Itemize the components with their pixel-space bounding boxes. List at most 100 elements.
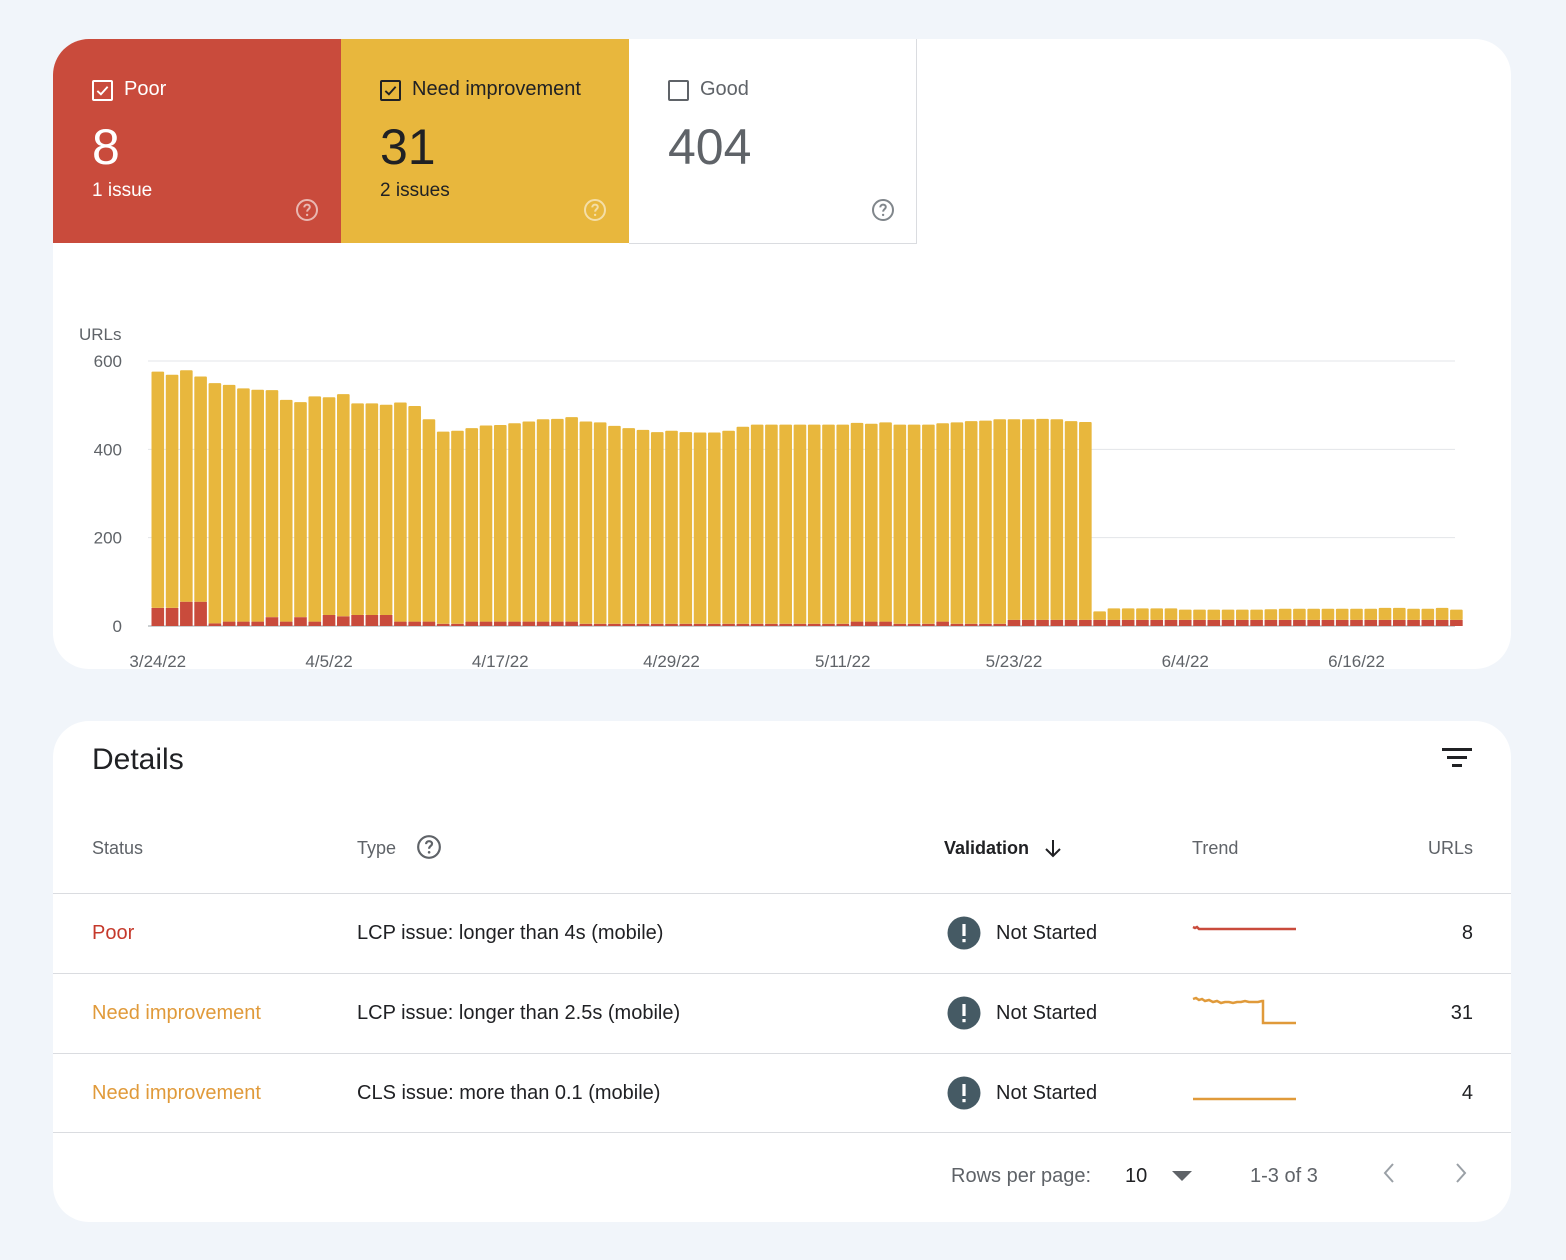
x-tick-label: 6/16/22	[1328, 652, 1385, 669]
good-checkbox[interactable]	[668, 80, 689, 101]
trend-sparkline	[1193, 1097, 1296, 1101]
bar-need-improvement	[1350, 608, 1363, 620]
bar-need-improvement	[1236, 609, 1249, 620]
need-improvement-checkbox[interactable]	[380, 80, 401, 101]
bar-need-improvement	[1321, 608, 1335, 620]
bar-need-improvement	[493, 425, 507, 622]
bar-poor	[265, 617, 279, 626]
bar-need-improvement	[294, 402, 307, 618]
need-improvement-count: 31	[380, 119, 436, 175]
bar-poor	[993, 623, 1007, 626]
bar-poor	[479, 621, 493, 626]
rows-per-page-label: Rows per page:	[951, 1165, 1092, 1187]
rows-per-page-value[interactable]: 10	[1125, 1165, 1148, 1187]
help-icon[interactable]	[871, 198, 895, 222]
bar-need-improvement	[1064, 421, 1078, 620]
bar-poor	[1335, 619, 1349, 626]
bar-poor	[636, 623, 650, 626]
bar-need-improvement	[279, 399, 293, 622]
bar-need-improvement	[208, 383, 222, 624]
bar-need-improvement	[907, 424, 921, 624]
help-icon[interactable]	[583, 198, 607, 222]
bar-need-improvement	[237, 388, 250, 622]
help-icon[interactable]	[295, 198, 319, 222]
bar-poor	[1021, 619, 1035, 626]
bar-need-improvement	[1050, 419, 1064, 620]
bar-need-improvement	[1007, 419, 1021, 620]
bar-need-improvement	[465, 428, 479, 622]
good-tile[interactable]: Good 404	[629, 39, 917, 244]
bar-poor	[422, 621, 436, 626]
bar-poor	[693, 623, 707, 626]
bar-poor	[779, 623, 792, 626]
bar-need-improvement	[1307, 608, 1320, 620]
bar-need-improvement	[508, 423, 521, 622]
filter-icon[interactable]	[1441, 745, 1475, 771]
arrow-down-icon[interactable]	[1043, 838, 1063, 860]
chevron-left-icon[interactable]	[1381, 1161, 1397, 1185]
column-header-validation[interactable]: Validation	[944, 838, 1030, 858]
bar-poor	[822, 623, 835, 626]
bar-poor	[251, 621, 264, 626]
poor-tile[interactable]: Poor 8 1 issue	[53, 39, 341, 243]
column-header-urls[interactable]: URLs	[1427, 838, 1473, 858]
validation-status: Not Started	[996, 922, 1098, 944]
issue-type: LCP issue: longer than 4s (mobile)	[357, 922, 664, 944]
bar-poor	[1164, 619, 1178, 626]
bar-need-improvement	[1335, 608, 1349, 620]
bar-poor	[936, 621, 949, 626]
status-poor: Poor	[92, 922, 135, 944]
bar-need-improvement	[964, 421, 978, 624]
divider	[53, 1132, 1511, 1133]
table-row[interactable]: Need improvement CLS issue: more than 0.…	[53, 1054, 1511, 1133]
bar-poor	[394, 621, 407, 626]
bar-need-improvement	[793, 424, 807, 624]
bar-poor	[665, 623, 678, 626]
column-header-type[interactable]: Type	[357, 838, 397, 858]
bar-poor	[593, 623, 607, 626]
poor-checkbox[interactable]	[92, 80, 113, 101]
bar-poor	[1278, 619, 1292, 626]
bar-poor	[308, 621, 322, 626]
bar-need-improvement	[422, 419, 436, 622]
y-axis-label: URLs	[79, 325, 122, 344]
bar-poor	[1378, 619, 1392, 626]
bar-need-improvement	[408, 406, 421, 622]
table-row[interactable]: Need improvement LCP issue: longer than …	[53, 974, 1511, 1053]
bar-need-improvement	[850, 422, 864, 622]
chevron-right-icon[interactable]	[1453, 1161, 1469, 1185]
y-tick-label: 400	[94, 440, 122, 459]
bar-poor	[850, 621, 864, 626]
bar-need-improvement	[979, 420, 992, 624]
bar-need-improvement	[665, 430, 678, 624]
bar-need-improvement	[922, 424, 935, 624]
table-row[interactable]: Poor LCP issue: longer than 4s (mobile) …	[53, 894, 1511, 973]
bar-poor	[765, 623, 778, 626]
bar-poor	[1221, 619, 1235, 626]
bar-need-improvement	[1435, 607, 1449, 620]
bar-poor	[1007, 619, 1021, 626]
bar-poor	[950, 623, 964, 626]
x-tick-label: 6/4/22	[1162, 652, 1209, 669]
bar-need-improvement	[608, 425, 621, 624]
help-icon[interactable]	[416, 834, 442, 860]
bar-need-improvement	[180, 370, 193, 602]
bar-need-improvement	[1164, 608, 1178, 620]
bar-need-improvement	[322, 397, 336, 615]
bar-need-improvement	[765, 424, 778, 624]
need-improvement-issues: 2 issues	[380, 180, 450, 201]
bar-need-improvement	[1264, 609, 1278, 620]
x-tick-label: 5/23/22	[986, 652, 1043, 669]
need-improvement-tile[interactable]: Need improvement 31 2 issues	[341, 39, 629, 243]
bar-need-improvement	[636, 429, 650, 624]
bar-need-improvement	[1364, 608, 1378, 620]
bar-poor	[650, 623, 664, 626]
dropdown-arrow-icon[interactable]	[1172, 1170, 1192, 1182]
issue-type: CLS issue: more than 0.1 (mobile)	[357, 1082, 661, 1104]
bar-need-improvement	[750, 424, 764, 624]
column-header-status[interactable]: Status	[92, 838, 144, 858]
bar-poor	[536, 621, 550, 626]
bar-poor	[907, 623, 921, 626]
bar-poor	[294, 617, 307, 626]
url-count: 4	[1461, 1082, 1473, 1104]
